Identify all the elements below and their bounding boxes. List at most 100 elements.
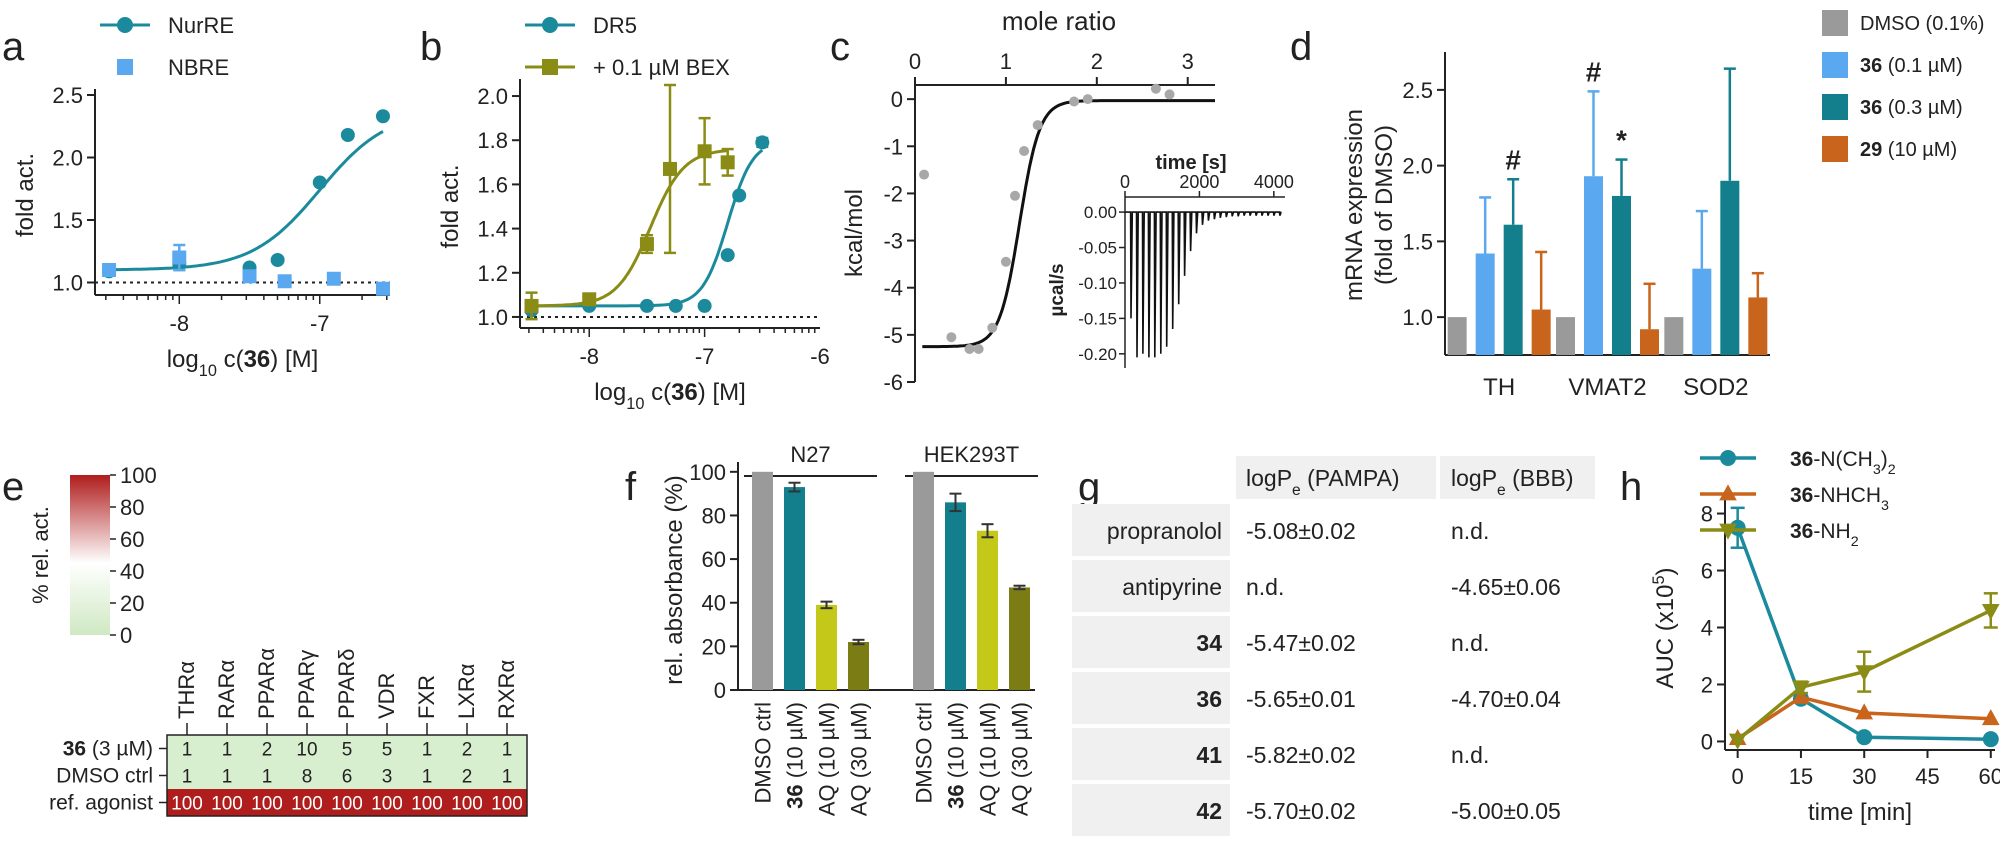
column-label: FXR: [414, 675, 439, 719]
cell-value: 1: [222, 767, 233, 788]
data-point: [582, 292, 597, 307]
bar: [1531, 309, 1551, 355]
y-tick-label: 1.0: [52, 271, 83, 296]
data-point: [1069, 96, 1080, 107]
data-point: [720, 248, 735, 263]
data-point: [277, 274, 292, 289]
colorbar-tick-label: 0: [120, 623, 132, 648]
data-point: [375, 281, 390, 296]
fit-curve: [531, 149, 728, 308]
data-point: [1855, 703, 1874, 720]
heat-cell: [247, 789, 287, 816]
row-name-bg: [1072, 616, 1230, 668]
y-tick-label: 80: [702, 503, 726, 528]
panel-h: h 0 2 4 6 8 0 15 30 45 60 time [min] AUC (x105) 36-N(…: [1620, 448, 2000, 826]
column-label: RXRα: [494, 660, 519, 719]
y-tick-label: 2.5: [1402, 78, 1433, 103]
bar: [1009, 587, 1030, 690]
heat-cell: [487, 789, 527, 816]
series-line: [1736, 608, 1992, 742]
inset-y-tick-label: 0.00: [1084, 203, 1117, 222]
row-name-bg: [1072, 560, 1230, 612]
inset-y-tick-label: -0.10: [1078, 274, 1117, 293]
heat-cell: [407, 789, 447, 816]
x-tick-label: -8: [170, 311, 190, 336]
y-tick-label: 4: [1701, 616, 1713, 641]
heat-cell: [447, 762, 487, 789]
data-point: [1150, 83, 1161, 94]
heat-cell: [367, 762, 407, 789]
x-axis-label: mole ratio: [1002, 6, 1116, 36]
cell-value: 100: [251, 794, 283, 815]
legend-marker: [542, 59, 558, 75]
category-label: 36 (10 µM): [944, 702, 969, 809]
group-label: HEK293T: [924, 442, 1019, 467]
x-tick-label: -7: [695, 344, 715, 369]
significance-mark: #: [1505, 144, 1521, 175]
inset-y-label: µcal/s: [1047, 263, 1068, 316]
x-axis-label: log10 c(36) [M]: [594, 379, 746, 413]
y-tick-label: -5: [883, 323, 903, 348]
cell-value: 1: [422, 740, 433, 761]
column-label: THRα: [174, 661, 199, 719]
x-axis-label: log10 c(36) [M]: [167, 346, 319, 380]
cell-value: 3: [382, 767, 393, 788]
category-label: AQ (30 µM): [1008, 702, 1033, 816]
data-point: [1019, 146, 1030, 156]
cell-value: 5: [382, 740, 393, 761]
panel-letter: g: [1078, 465, 1100, 509]
series-1: [102, 243, 390, 296]
bbb-value: n.d.: [1451, 630, 1489, 656]
thermogram-trace: [1124, 211, 1282, 358]
column-label: RARα: [214, 660, 239, 719]
legend-marker: [1719, 523, 1737, 540]
series-2: [1728, 592, 2000, 750]
data-point: [973, 344, 984, 354]
y-axis-label: fold act.: [12, 153, 39, 237]
x-tick-label: 60: [1979, 764, 2000, 789]
panel-letter: d: [1290, 25, 1312, 69]
cell-value: 2: [462, 740, 473, 761]
bar: [816, 604, 837, 690]
y-axis-label: AUC (x105): [1650, 567, 1679, 688]
colorbar-tick-label: 60: [120, 527, 144, 552]
data-point: [1082, 94, 1093, 105]
cell-value: 6: [342, 767, 353, 788]
column-label: VDR: [374, 673, 399, 719]
bar: [1748, 297, 1768, 355]
column-label: PPARγ: [294, 650, 319, 719]
heat-cell: [287, 735, 327, 762]
cell-value: 1: [222, 740, 233, 761]
legend-label: 36 (0.1 µM): [1860, 55, 1963, 77]
cell-value: 100: [411, 794, 443, 815]
column-header: logPe (PAMPA): [1246, 465, 1400, 499]
pampa-value: -5.47±0.02: [1246, 630, 1356, 656]
inset-x-label: time [s]: [1155, 152, 1226, 174]
data-point: [1164, 89, 1175, 100]
data-point: [326, 271, 341, 286]
cell-value: 1: [262, 767, 273, 788]
series-1: [524, 83, 735, 321]
bbb-value: -4.65±0.06: [1451, 574, 1561, 600]
heat-cell: [487, 762, 527, 789]
colorbar-label: % rel. act.: [28, 506, 53, 604]
data-point: [755, 135, 770, 150]
cell-value: 10: [296, 740, 317, 761]
significance-mark: *: [1616, 125, 1627, 156]
heatmap-border: [166, 734, 528, 817]
cell-value: 100: [371, 794, 403, 815]
x-tick-label: 0: [1732, 764, 1744, 789]
panel-letter: f: [625, 465, 637, 509]
panel-letter: e: [2, 465, 24, 509]
column-label: PPARδ: [334, 648, 359, 719]
data-point: [1000, 256, 1011, 267]
y-axis-label: kcal/mol: [841, 189, 868, 277]
panel-b: b 1.0 1.2 1.4 1.6 1.8 2.0 -8 -7 -6 log10 c(36) [M]…: [420, 13, 830, 413]
colorbar-tick-label: 100: [120, 463, 157, 488]
bar: [1692, 268, 1712, 355]
bar: [848, 642, 869, 690]
heat-cell: [367, 789, 407, 816]
inset-x-tick-label: 2000: [1179, 172, 1219, 192]
panel-letter: b: [420, 25, 442, 69]
